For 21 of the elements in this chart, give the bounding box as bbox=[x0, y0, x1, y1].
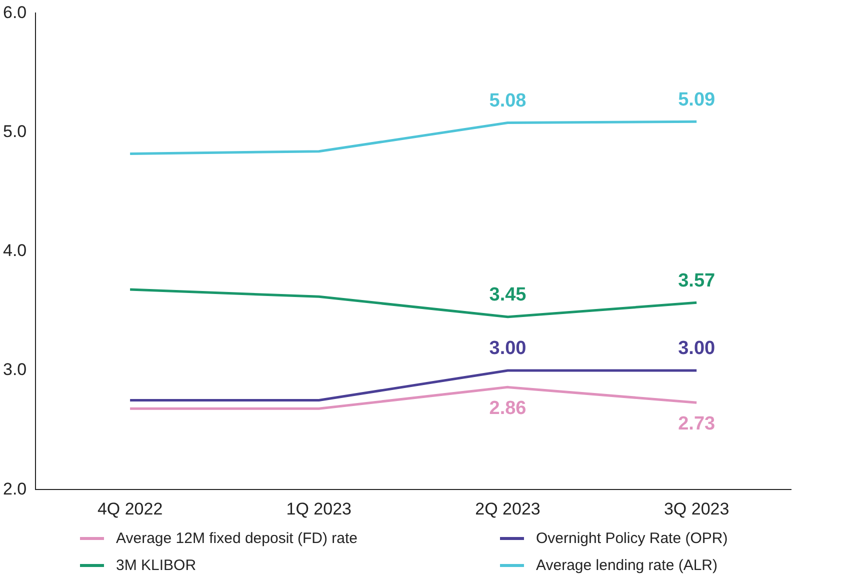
data-label: 3.45 bbox=[489, 284, 527, 306]
y-tick-label: 6.0 bbox=[2, 2, 27, 22]
data-label: 3.57 bbox=[678, 270, 716, 292]
legend-label: 3M KLIBOR bbox=[116, 557, 196, 574]
y-tick-label: 5.0 bbox=[2, 122, 27, 141]
data-label: 5.09 bbox=[678, 89, 716, 110]
legend-label: Average 12M fixed deposit (FD) rate bbox=[116, 530, 358, 547]
y-tick-label: 2.0 bbox=[2, 479, 27, 498]
x-tick-label: 1Q 2023 bbox=[286, 499, 352, 518]
data-label: 3.00 bbox=[489, 338, 526, 360]
y-tick-label: 3.0 bbox=[2, 360, 27, 380]
x-tick-label: 2Q 2023 bbox=[475, 499, 540, 518]
data-label: 2.86 bbox=[489, 398, 526, 419]
y-tick-label: 4.0 bbox=[2, 241, 27, 260]
data-label: 2.73 bbox=[678, 413, 716, 434]
legend-label: Overnight Policy Rate (OPR) bbox=[536, 530, 728, 547]
x-tick-label: 3Q 2023 bbox=[664, 499, 730, 518]
x-tick-label: 4Q 2022 bbox=[97, 499, 163, 518]
data-label: 5.08 bbox=[489, 90, 526, 112]
legend-label: Average lending rate (ALR) bbox=[536, 557, 718, 574]
data-label: 3.00 bbox=[678, 338, 716, 360]
